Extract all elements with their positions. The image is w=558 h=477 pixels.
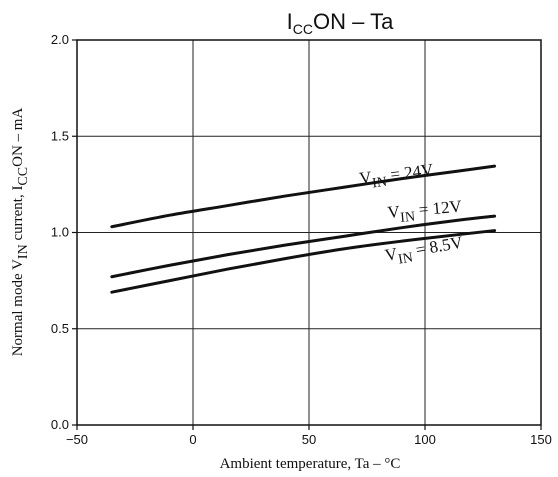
x-axis-label: Ambient temperature, Ta – °C <box>220 456 401 472</box>
y-tick-label: 1.0 <box>51 225 69 240</box>
series-label: VIN = 24V <box>358 160 436 193</box>
y-axis-label: Normal mode VIN current, ICCON – mA <box>10 108 31 357</box>
grid <box>77 40 541 425</box>
series-label: VIN = 12V <box>387 197 464 227</box>
axis-ticks: −50 0 50 100 150 0.0 0.5 1.0 1.5 2.0 <box>51 32 552 447</box>
y-tick-label: 0.0 <box>51 417 69 432</box>
x-tick-label: 0 <box>189 432 196 447</box>
y-tick-label: 0.5 <box>51 321 69 336</box>
series-line <box>110 164 497 229</box>
y-tick-label: 1.5 <box>51 128 69 143</box>
x-tick-label: 150 <box>530 432 552 447</box>
x-tick-label: 50 <box>302 432 316 447</box>
series-line <box>110 214 497 279</box>
series-line <box>110 229 497 294</box>
chart-title: ICCON – Ta <box>287 9 394 37</box>
x-tick-label: −50 <box>66 432 88 447</box>
x-tick-label: 100 <box>414 432 436 447</box>
y-tick-label: 2.0 <box>51 32 69 47</box>
